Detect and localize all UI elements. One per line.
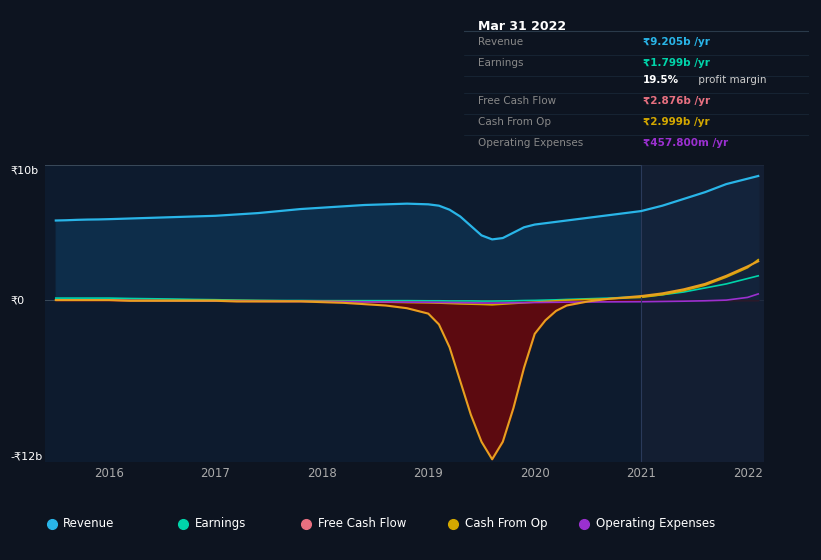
Text: Revenue: Revenue — [63, 517, 115, 530]
Text: Operating Expenses: Operating Expenses — [596, 517, 715, 530]
Text: Cash From Op: Cash From Op — [465, 517, 547, 530]
Text: Earnings: Earnings — [478, 58, 523, 68]
Text: Free Cash Flow: Free Cash Flow — [478, 96, 556, 106]
Text: ₹457.800m /yr: ₹457.800m /yr — [643, 138, 728, 148]
Text: ₹0: ₹0 — [11, 295, 25, 305]
Text: -₹12b: -₹12b — [11, 452, 43, 462]
Text: Earnings: Earnings — [195, 517, 245, 530]
Text: ₹10b: ₹10b — [11, 165, 39, 175]
Text: Mar 31 2022: Mar 31 2022 — [478, 20, 566, 33]
Text: ₹9.205b /yr: ₹9.205b /yr — [643, 37, 710, 47]
Text: Free Cash Flow: Free Cash Flow — [318, 517, 406, 530]
Bar — [641, 165, 764, 462]
Text: ₹2.876b /yr: ₹2.876b /yr — [643, 96, 710, 106]
Text: Operating Expenses: Operating Expenses — [478, 138, 583, 148]
Text: 19.5%: 19.5% — [643, 74, 679, 85]
Text: Cash From Op: Cash From Op — [478, 117, 551, 127]
Text: ₹2.999b /yr: ₹2.999b /yr — [643, 117, 710, 127]
Text: Revenue: Revenue — [478, 37, 523, 47]
Text: profit margin: profit margin — [695, 74, 766, 85]
Text: ₹1.799b /yr: ₹1.799b /yr — [643, 58, 710, 68]
